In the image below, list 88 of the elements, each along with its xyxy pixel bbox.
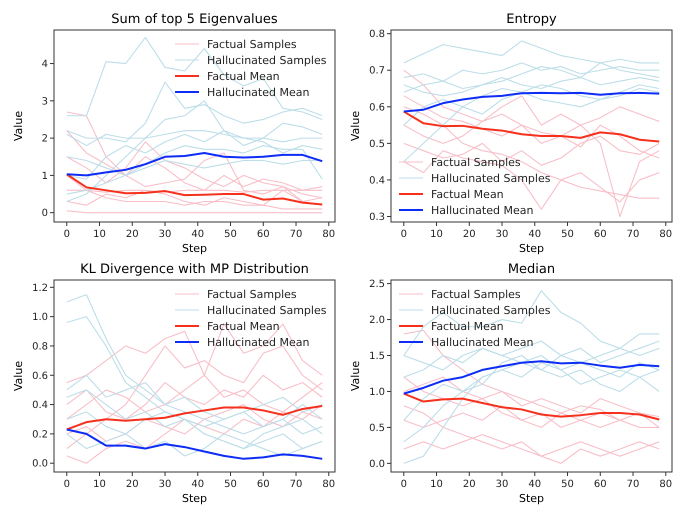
x-tick-label: 70 — [626, 229, 640, 240]
x-tick-label: 20 — [462, 479, 476, 490]
legend-label: Hallucinated Samples — [207, 304, 327, 317]
x-tick-label: 60 — [594, 229, 607, 240]
x-tick-label: 70 — [290, 229, 302, 240]
x-axis-title: Step — [518, 242, 544, 255]
y-tick-label: 1.0 — [369, 386, 385, 398]
y-tick-label: 0.3 — [369, 212, 385, 224]
y-axis-title: Value — [349, 110, 362, 142]
y-axis-title: Value — [12, 360, 25, 392]
y-tick-label: 2 — [42, 134, 48, 145]
x-tick-label: 80 — [322, 229, 336, 240]
chart-title: Median — [508, 262, 556, 277]
y-tick-label: 1.0 — [32, 312, 48, 324]
x-tick-label: 10 — [430, 479, 443, 490]
x-tick-label: 60 — [594, 479, 607, 490]
x-tick-label: 80 — [659, 479, 672, 490]
legend-label: Factual Samples — [431, 288, 521, 301]
x-tick-label: 50 — [561, 229, 574, 240]
legend-label: Hallucinated Samples — [431, 172, 551, 185]
legend-label: Hallucinated Mean — [431, 336, 534, 349]
x-tick-label: 30 — [496, 479, 508, 490]
x-tick-label: 80 — [322, 479, 336, 490]
legend-label: Factual Mean — [431, 320, 504, 333]
y-tick-label: 0.4 — [369, 175, 385, 186]
x-tick-label: 60 — [256, 479, 270, 490]
x-tick-label: 20 — [462, 229, 476, 240]
y-tick-label: 0.5 — [369, 422, 385, 434]
legend-label: Factual Mean — [207, 70, 280, 83]
x-tick-label: 70 — [290, 479, 302, 490]
y-tick-label: 3 — [42, 96, 48, 108]
y-tick-label: 0.0 — [369, 458, 385, 470]
y-tick-label: 0.5 — [369, 138, 385, 150]
x-tick-label: 10 — [430, 229, 443, 240]
legend-label: Hallucinated Samples — [207, 54, 327, 67]
legend-label: Hallucinated Mean — [207, 86, 310, 99]
legend-label: Factual Mean — [207, 320, 280, 333]
y-tick-label: 4 — [42, 59, 48, 70]
x-tick-label: 20 — [126, 229, 139, 240]
legend-label: Hallucinated Mean — [431, 204, 534, 217]
x-tick-label: 10 — [93, 229, 106, 240]
x-tick-label: 60 — [256, 229, 270, 240]
chart-title: KL Divergence with MP Distribution — [80, 262, 309, 277]
y-tick-label: 0.0 — [32, 458, 48, 470]
x-tick-label: 40 — [528, 479, 542, 490]
x-tick-label: 80 — [659, 229, 672, 240]
y-tick-label: 2.0 — [369, 315, 385, 326]
y-tick-label: 1 — [42, 170, 48, 182]
x-tick-label: 30 — [158, 479, 172, 490]
x-tick-label: 20 — [126, 479, 139, 490]
y-tick-label: 0.6 — [369, 102, 385, 114]
x-tick-label: 50 — [224, 229, 237, 240]
x-tick-label: 30 — [496, 229, 508, 240]
y-tick-label: 0 — [42, 208, 48, 220]
legend-label: Factual Mean — [431, 188, 504, 201]
x-axis-title: Step — [518, 492, 544, 505]
x-axis-title: Step — [182, 242, 208, 255]
x-tick-label: 0 — [64, 479, 70, 490]
chart-title: Entropy — [506, 12, 558, 27]
x-tick-label: 40 — [191, 479, 204, 490]
x-tick-label: 40 — [191, 229, 204, 240]
x-tick-label: 0 — [400, 479, 407, 490]
legend-label: Factual Samples — [207, 288, 297, 301]
y-tick-label: 0.7 — [369, 66, 385, 77]
legend-label: Factual Samples — [207, 38, 297, 51]
x-tick-label: 30 — [158, 229, 172, 240]
y-tick-label: 1.2 — [32, 282, 48, 294]
legend-label: Hallucinated Mean — [207, 336, 310, 349]
x-tick-label: 40 — [528, 229, 542, 240]
x-tick-label: 50 — [561, 479, 574, 490]
x-axis-title: Step — [182, 492, 208, 505]
y-tick-label: 0.4 — [32, 400, 48, 412]
x-tick-label: 10 — [93, 479, 106, 490]
y-axis-title: Value — [12, 110, 25, 142]
y-tick-label: 0.8 — [32, 341, 48, 352]
legend-label: Hallucinated Samples — [431, 304, 551, 317]
y-axis-title: Value — [349, 360, 362, 392]
x-tick-label: 70 — [626, 479, 640, 490]
x-tick-label: 0 — [64, 229, 70, 240]
y-tick-label: 1.5 — [369, 351, 385, 362]
legend-label: Factual Samples — [431, 156, 521, 169]
x-tick-label: 50 — [224, 479, 237, 490]
y-tick-label: 0.6 — [32, 370, 48, 382]
y-tick-label: 0.2 — [32, 429, 48, 440]
y-tick-label: 2.5 — [369, 279, 385, 290]
y-tick-label: 0.8 — [369, 29, 385, 40]
x-tick-label: 0 — [400, 229, 407, 240]
chart-title: Sum of top 5 Eigenvalues — [111, 12, 278, 27]
